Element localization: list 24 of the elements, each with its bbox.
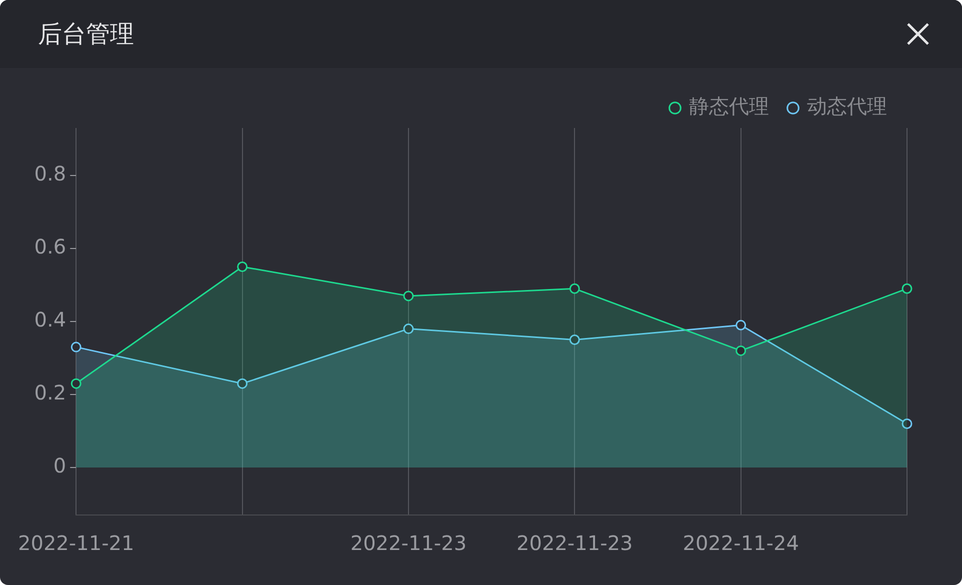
point [736, 345, 746, 356]
y-tick-label: 0.6 [34, 234, 66, 259]
point [237, 378, 248, 389]
point [902, 283, 912, 294]
y-tick-label: 0.2 [34, 380, 66, 405]
point [403, 290, 414, 302]
y-tick-label: 0 [53, 454, 66, 478]
point [70, 342, 82, 352]
legend-label: 静态代理 [689, 94, 769, 118]
point [902, 418, 912, 429]
x-tick-label: 2022-11-23 [350, 531, 467, 556]
chart-title: 后台管理 [38, 19, 134, 50]
point [70, 378, 82, 389]
y-tick-label: 0.8 [34, 162, 66, 186]
point [569, 334, 580, 346]
x-tick-label: 2022-11-24 [682, 531, 799, 556]
x-tick-label: 2022-11-23 [516, 531, 633, 556]
point [403, 324, 414, 334]
y-tick-label: 0.4 [34, 308, 66, 332]
point [569, 283, 580, 294]
legend-label: 动态代理 [807, 94, 887, 118]
point [736, 320, 746, 330]
x-tick-label: 2022-11-21 [18, 531, 134, 556]
point [237, 261, 248, 272]
